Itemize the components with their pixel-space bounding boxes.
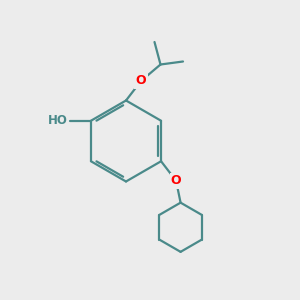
Text: O: O (136, 74, 146, 88)
Text: HO: HO (48, 114, 68, 127)
Text: O: O (171, 174, 182, 187)
